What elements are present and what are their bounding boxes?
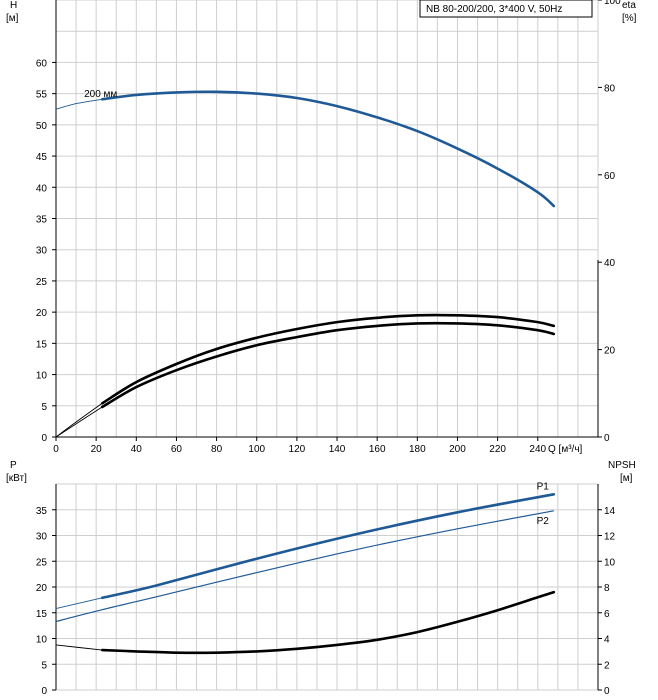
y-tick-label: 10 (36, 371, 48, 382)
y-tick-label: 50 (36, 121, 48, 132)
curve-line-extrapolated (55, 406, 103, 438)
legend-box (419, 0, 593, 18)
series-label: P1 (537, 481, 550, 492)
x-tick-label: 120 (289, 444, 306, 455)
curve-line (100, 590, 556, 655)
legend: NB 80-200/200, 3*400 V, 50Hz (419, 0, 593, 18)
legend-text: NB 80-200/200, 3*400 V, 50Hz (426, 4, 562, 15)
y-tick-label: 45 (36, 152, 48, 163)
y-right-tick-label: 14 (604, 506, 616, 517)
x-tick-label: 20 (91, 444, 103, 455)
y-right-axis-label: eta (622, 0, 636, 11)
curve-line (100, 493, 556, 600)
curve-layer (55, 90, 556, 655)
y-right-axis-unit: [м] (620, 473, 633, 484)
y-tick-label: 25 (36, 277, 48, 288)
series-label: P2 (537, 516, 550, 527)
curve-line-extrapolated (55, 597, 103, 610)
y-right-tick-label: 12 (604, 532, 616, 543)
x-tick-label: 160 (369, 444, 386, 455)
y-right-tick-label: 0 (604, 433, 610, 444)
curve-line (100, 321, 556, 409)
y-tick-label: 35 (36, 215, 48, 226)
y-right-tick-label: 60 (604, 171, 616, 182)
y-right-axis-label: NPSH (608, 460, 636, 471)
y-right-axis-unit: [%] (622, 13, 637, 24)
y-tick-label: 0 (41, 433, 47, 444)
y-right-tick-label: 20 (604, 346, 616, 357)
curve-line-extrapolated (55, 98, 103, 110)
x-tick-label: 180 (409, 444, 426, 455)
y-tick-label: 40 (36, 183, 48, 194)
curve-annotation: 200 мм (84, 89, 117, 100)
y-axis-unit: [кВт] (6, 473, 27, 484)
y-right-tick-label: 4 (604, 635, 610, 646)
x-tick-label: 0 (53, 444, 59, 455)
y-tick-label: 15 (36, 339, 48, 350)
y-tick-label: 15 (36, 609, 48, 620)
y-tick-label: 60 (36, 58, 48, 69)
curve-line (100, 90, 556, 208)
y-axis-unit: [м] (6, 13, 19, 24)
y-axis-label: P (10, 460, 17, 471)
x-axis-label: Q [м³/ч] (548, 444, 583, 455)
y-right-tick-label: 10 (604, 557, 616, 568)
curve-line (100, 313, 556, 405)
y-right-tick-label: 8 (604, 583, 610, 594)
y-tick-label: 5 (41, 660, 47, 671)
x-tick-label: 240 (529, 444, 546, 455)
y-tick-label: 10 (36, 635, 48, 646)
grid-layer (55, 0, 599, 691)
y-tick-label: 35 (36, 506, 48, 517)
y-tick-label: 30 (36, 532, 48, 543)
y-right-tick-label: 80 (604, 83, 616, 94)
y-tick-label: 0 (41, 686, 47, 697)
x-tick-label: 80 (211, 444, 223, 455)
y-tick-label: 25 (36, 557, 48, 568)
x-tick-label: 60 (171, 444, 183, 455)
y-right-tick-label: 100 (604, 0, 621, 7)
curve-line (55, 510, 554, 623)
y-right-tick-label: 2 (604, 660, 610, 671)
y-tick-label: 5 (41, 402, 47, 413)
y-tick-label: 20 (36, 583, 48, 594)
axes-layer (52, 0, 602, 691)
y-tick-label: 30 (36, 246, 48, 257)
curve-line-extrapolated (55, 644, 103, 651)
y-right-tick-label: 6 (604, 609, 610, 620)
y-right-tick-label: 40 (604, 258, 616, 269)
x-tick-label: 200 (449, 444, 466, 455)
y-right-tick-label: 0 (604, 686, 610, 697)
y-tick-label: 20 (36, 308, 48, 319)
x-tick-label: 220 (489, 444, 506, 455)
y-axis-label: H (10, 0, 17, 11)
x-tick-label: 100 (248, 444, 265, 455)
x-tick-label: 40 (131, 444, 143, 455)
y-tick-label: 55 (36, 90, 48, 101)
x-tick-label: 140 (329, 444, 346, 455)
